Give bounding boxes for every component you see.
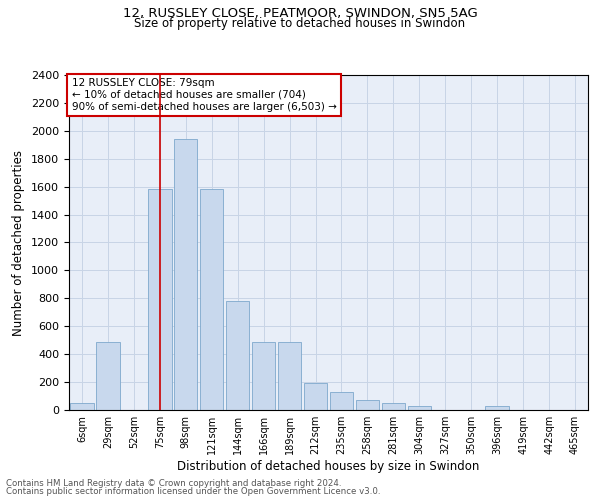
Bar: [304, 384, 327, 410]
Bar: [278, 342, 301, 410]
Bar: [356, 400, 379, 410]
Bar: [330, 392, 353, 410]
X-axis label: Distribution of detached houses by size in Swindon: Distribution of detached houses by size …: [178, 460, 479, 473]
Text: 12 RUSSLEY CLOSE: 79sqm
← 10% of detached houses are smaller (704)
90% of semi-d: 12 RUSSLEY CLOSE: 79sqm ← 10% of detache…: [71, 78, 337, 112]
Bar: [226, 301, 250, 410]
Bar: [96, 342, 119, 410]
Bar: [485, 406, 509, 410]
Bar: [174, 139, 197, 410]
Text: 12, RUSSLEY CLOSE, PEATMOOR, SWINDON, SN5 5AG: 12, RUSSLEY CLOSE, PEATMOOR, SWINDON, SN…: [122, 8, 478, 20]
Y-axis label: Number of detached properties: Number of detached properties: [13, 150, 25, 336]
Bar: [70, 403, 94, 410]
Text: Contains HM Land Registry data © Crown copyright and database right 2024.: Contains HM Land Registry data © Crown c…: [6, 478, 341, 488]
Bar: [252, 342, 275, 410]
Text: Contains public sector information licensed under the Open Government Licence v3: Contains public sector information licen…: [6, 487, 380, 496]
Bar: [407, 406, 431, 410]
Bar: [200, 190, 223, 410]
Bar: [148, 190, 172, 410]
Text: Size of property relative to detached houses in Swindon: Size of property relative to detached ho…: [134, 17, 466, 30]
Bar: [382, 403, 405, 410]
